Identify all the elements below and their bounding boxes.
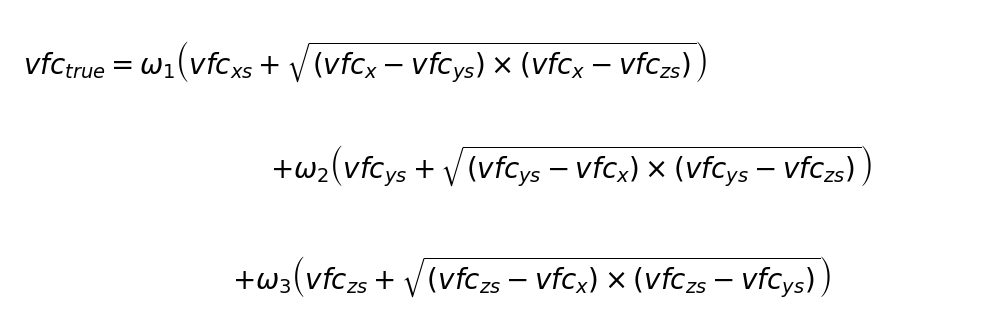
Text: $\mathit{vfc}_{\mathit{true}} = \omega_1\left(\mathit{vfc}_{xs} + \sqrt{(\mathit: $\mathit{vfc}_{\mathit{true}} = \omega_1… xyxy=(23,40,708,86)
Text: $+ \omega_3\left(\mathit{vfc}_{zs} + \sqrt{(\mathit{vfc}_{zs} - \mathit{vfc}_{x}: $+ \omega_3\left(\mathit{vfc}_{zs} + \sq… xyxy=(232,254,831,300)
Text: $+ \omega_2\left(\mathit{vfc}_{ys} + \sqrt{(\mathit{vfc}_{ys} - \mathit{vfc}_{x}: $+ \omega_2\left(\mathit{vfc}_{ys} + \sq… xyxy=(270,144,871,189)
